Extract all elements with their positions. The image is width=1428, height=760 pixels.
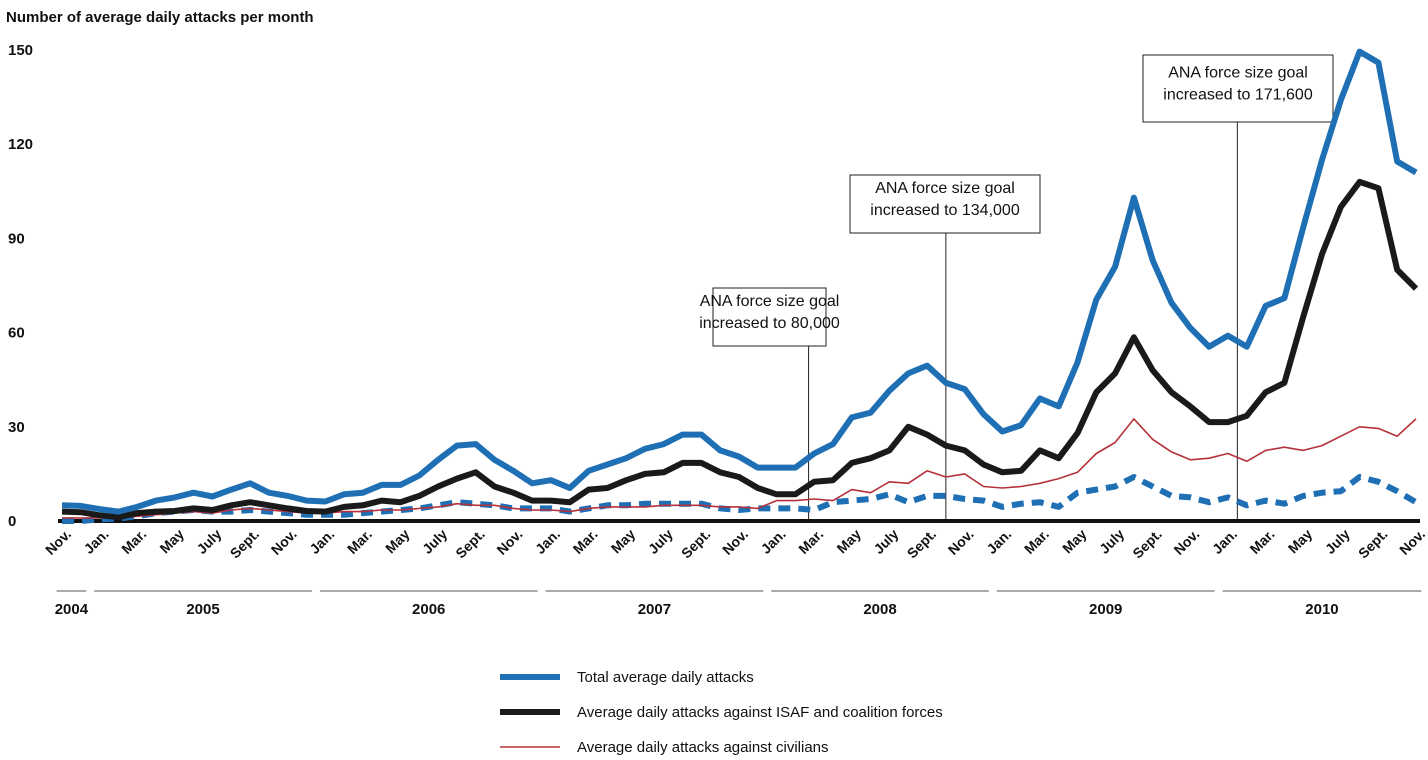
x-tick-label: July: [1096, 526, 1127, 557]
x-tick-label: Mar.: [1021, 526, 1052, 557]
x-tick-label: Sept.: [1355, 526, 1391, 562]
x-tick-label: July: [419, 526, 450, 557]
annotation-box: [712, 287, 827, 347]
annotation-box: [1142, 54, 1334, 123]
x-tick-label: May: [1285, 526, 1316, 557]
y-tick-label: 90: [8, 230, 25, 247]
x-tick-label: Sept.: [678, 526, 714, 562]
annotation-text: increased to 171,600: [1163, 87, 1313, 104]
series-line: [62, 474, 1418, 524]
legend-label: Total average daily attacks: [577, 669, 754, 686]
series-line: [61, 178, 1419, 521]
x-tick-label: Sept.: [452, 526, 488, 562]
x-tick-label: Nov.: [945, 526, 977, 558]
x-tick-label: Mar.: [118, 526, 149, 557]
x-tick-label: Nov.: [493, 526, 525, 558]
year-label: 2008: [863, 601, 896, 618]
annotation-text: ANA force size goal: [1168, 65, 1308, 82]
x-tick-label: May: [608, 526, 639, 557]
x-tick-label: July: [193, 526, 224, 557]
x-tick-label: May: [156, 526, 187, 557]
annotation-box: [849, 174, 1041, 234]
x-tick-label: Nov.: [1396, 526, 1428, 558]
x-tick-label: Jan.: [306, 526, 337, 557]
year-label: 2004: [55, 601, 89, 618]
x-tick-label: Nov.: [719, 526, 751, 558]
x-tick-label: July: [645, 526, 676, 557]
x-tick-label: Jan.: [532, 526, 563, 557]
x-tick-label: May: [833, 526, 864, 557]
x-tick-label: Jan.: [983, 526, 1014, 557]
x-tick-label: Nov.: [268, 526, 300, 558]
y-tick-label: 0: [8, 513, 16, 530]
y-tick-label: 30: [8, 419, 25, 436]
legend-label: Average daily attacks against civilians: [577, 739, 829, 756]
year-label: 2005: [186, 601, 219, 618]
x-tick-label: May: [1059, 526, 1090, 557]
y-axis-title: Number of average daily attacks per mont…: [6, 9, 314, 26]
series-line: [61, 48, 1418, 515]
x-tick-label: Sept.: [227, 526, 263, 562]
y-tick-label: 150: [8, 42, 33, 59]
x-tick-label: Nov.: [42, 526, 74, 558]
x-tick-label: Jan.: [1209, 526, 1240, 557]
x-tick-label: Mar.: [344, 526, 375, 557]
y-tick-label: 60: [8, 325, 25, 342]
x-tick-label: Mar.: [1247, 526, 1278, 557]
annotation-text: ANA force size goal: [875, 180, 1015, 197]
year-label: 2010: [1305, 601, 1338, 618]
annotation-text: increased to 134,000: [870, 202, 1020, 219]
year-label: 2006: [412, 601, 445, 618]
x-tick-label: Mar.: [570, 526, 601, 557]
annotation-text: increased to 80,000: [699, 315, 840, 332]
series-line: [62, 418, 1417, 519]
year-label: 2009: [1089, 601, 1122, 618]
y-tick-label: 120: [8, 136, 33, 153]
x-tick-label: Mar.: [795, 526, 826, 557]
legend-label: Average daily attacks against ISAF and c…: [577, 704, 943, 721]
x-tick-label: July: [1322, 526, 1353, 557]
x-tick-label: Sept.: [904, 526, 940, 562]
annotation-text: ANA force size goal: [700, 293, 840, 310]
x-tick-label: May: [382, 526, 413, 557]
x-tick-label: Jan.: [81, 526, 112, 557]
x-tick-label: Sept.: [1129, 526, 1165, 562]
year-label: 2007: [638, 601, 671, 618]
x-tick-label: Nov.: [1170, 526, 1202, 558]
x-tick-label: Jan.: [758, 526, 789, 557]
x-tick-label: July: [870, 526, 901, 557]
